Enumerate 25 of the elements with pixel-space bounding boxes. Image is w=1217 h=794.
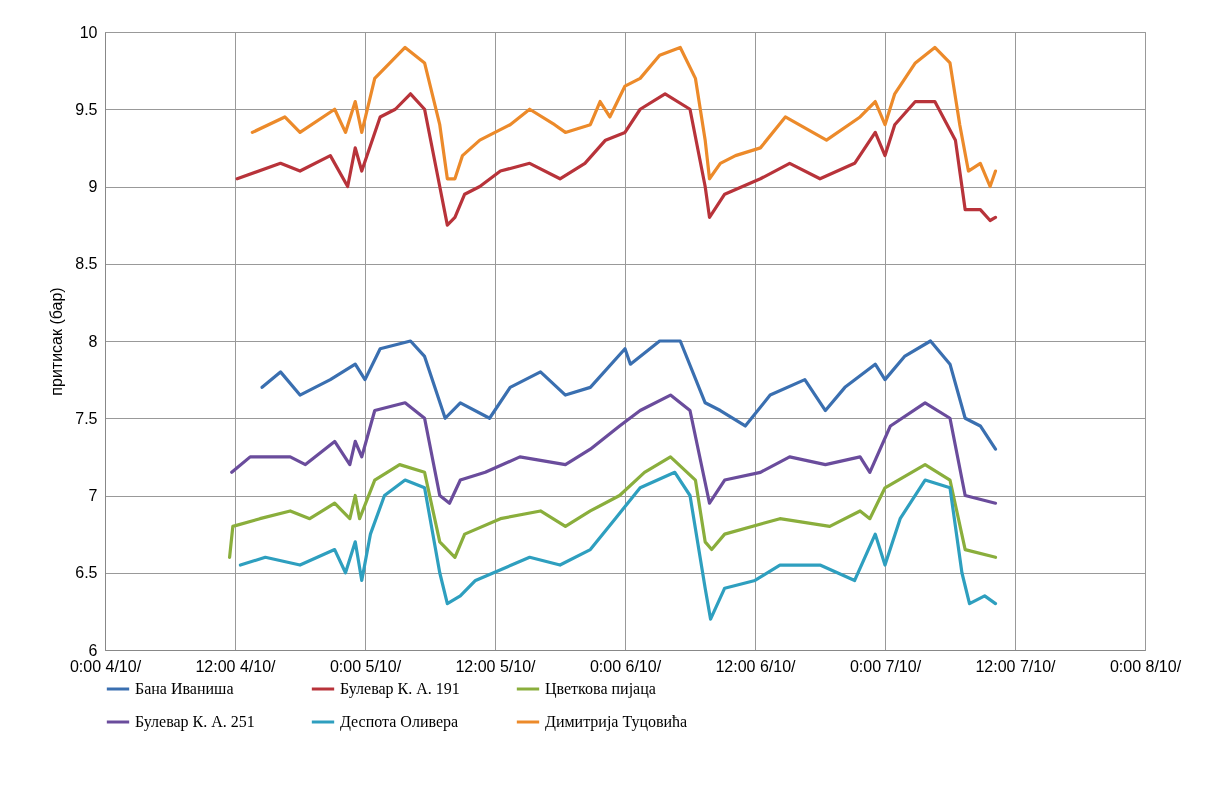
x-tick-label: 12:00 6/10/ [715, 657, 797, 675]
y-tick-label: 10 [79, 23, 98, 41]
legend-label: Бана Иваниша [135, 680, 234, 697]
x-tick-label: 0:00 6/10/ [589, 657, 662, 675]
x-tick-label: 0:00 7/10/ [849, 657, 922, 675]
x-tick-label: 0:00 8/10/ [1109, 657, 1182, 675]
x-tick-label: 0:00 4/10/ [69, 657, 142, 675]
y-tick-label: 8 [88, 332, 98, 350]
legend-label: Цветкова пијаца [545, 680, 656, 698]
y-tick-label: 9 [88, 178, 98, 195]
legend-label: Деспота Оливера [340, 713, 459, 731]
y-tick-label: 6 [88, 641, 98, 659]
x-tick-label: 12:00 4/10/ [195, 657, 277, 675]
y-tick-label: 7 [88, 487, 98, 504]
x-tick-label: 0:00 5/10/ [329, 657, 402, 675]
y-axis-title: притисак (бар) [48, 287, 66, 396]
y-tick-label: 7.5 [75, 409, 98, 427]
y-tick-label: 8.5 [75, 255, 98, 273]
x-tick-label: 12:00 5/10/ [455, 657, 537, 675]
legend-label: Булевар К. А. 191 [340, 680, 460, 698]
legend-label: Димитрија Туцовића [545, 713, 688, 731]
legend-label: Булевар К. А. 251 [135, 713, 255, 731]
x-tick-label: 12:00 7/10/ [975, 657, 1057, 675]
y-tick-label: 9.5 [75, 100, 98, 118]
y-tick-label: 6.5 [75, 564, 98, 582]
